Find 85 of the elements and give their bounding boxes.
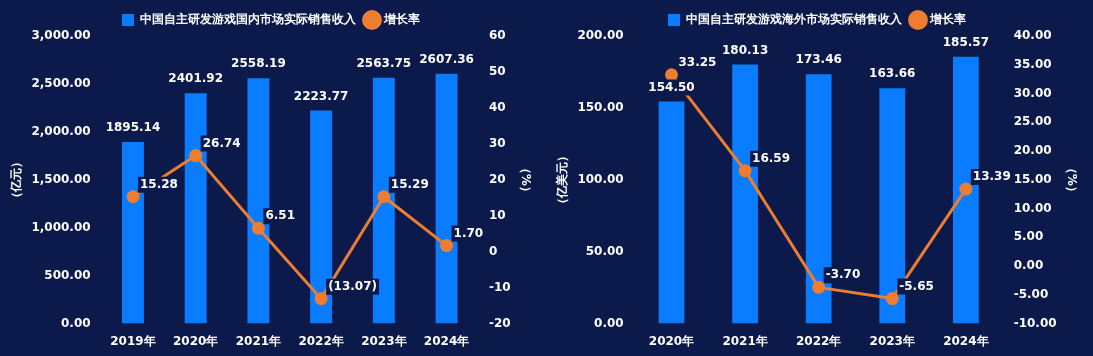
y-tick-label: 100.00	[577, 171, 624, 186]
y-tick-label: 500.00	[44, 267, 91, 282]
y2-axis-title: （%）	[518, 161, 533, 198]
y-tick-label: 200.00	[577, 28, 624, 43]
y2-tick-label: 20.00	[1013, 143, 1052, 158]
point	[440, 239, 454, 253]
y2-tick-label: 40	[488, 100, 506, 115]
point	[377, 190, 391, 204]
data-label: 185.57	[942, 34, 990, 49]
y2-tick-label: 40.00	[1013, 28, 1052, 43]
legend-label: 增长率	[383, 12, 420, 27]
data-label: 15.28	[139, 176, 178, 191]
y2-tick-label: 60	[488, 28, 506, 43]
x-tick-label: 2023年	[869, 333, 915, 348]
y-tick-label: 50.00	[585, 243, 624, 258]
point	[959, 182, 973, 196]
y-tick-label: 3,000.00	[31, 28, 91, 43]
data-label: (13.07)	[328, 278, 378, 293]
x-tick-label: 2023年	[361, 333, 407, 348]
x-tick-label: 2024年	[423, 333, 470, 348]
data-label: 6.51	[265, 208, 296, 223]
point	[812, 280, 826, 294]
y2-tick-label: 0	[488, 243, 498, 258]
bar	[658, 101, 685, 324]
data-label: -5.65	[899, 278, 934, 293]
legend-label: 增长率	[929, 12, 966, 27]
y2-tick-label: 30	[488, 135, 506, 150]
y2-tick-label: 5.00	[1013, 229, 1044, 244]
y2-tick-label: -10	[488, 279, 511, 294]
y2-tick-label: 15.00	[1013, 171, 1052, 186]
data-label: 163.66	[869, 66, 916, 81]
data-label: 2607.36	[419, 51, 474, 66]
x-tick-label: 2020年	[648, 333, 695, 348]
legend-label: 中国自主研发游戏国内市场实际销售收入	[140, 12, 357, 27]
y-tick-label: 150.00	[577, 100, 624, 115]
data-label: 16.59	[752, 150, 791, 165]
data-label: 1895.14	[105, 120, 161, 135]
point	[738, 164, 752, 178]
y2-tick-label: -20	[488, 315, 511, 330]
data-label: 180.13	[721, 42, 769, 57]
y2-tick-label: 0.00	[1013, 258, 1044, 273]
y-tick-label: 0.00	[61, 315, 91, 330]
x-tick-label: 2021年	[235, 333, 282, 348]
y-tick-label: 0.00	[594, 315, 624, 330]
point	[251, 221, 265, 235]
legend-label: 中国自主研发游戏海外市场实际销售收入	[686, 12, 903, 27]
y2-tick-label: -5.00	[1013, 286, 1049, 301]
data-label: 154.50	[648, 79, 695, 94]
x-tick-label: 2022年	[298, 333, 344, 348]
x-tick-label: 2024年	[943, 333, 989, 348]
data-label: 2223.77	[293, 88, 349, 103]
y2-axis-title: （%）	[1064, 161, 1079, 198]
data-label: 2558.19	[231, 56, 286, 71]
y-tick-label: 1,500.00	[31, 171, 91, 186]
data-label: 15.29	[390, 176, 429, 191]
x-tick-label: 2022年	[795, 333, 842, 348]
point	[885, 292, 899, 306]
y2-tick-label: 50	[488, 64, 506, 79]
y-axis-title: （亿元）	[9, 155, 24, 204]
y-tick-label: 2,000.00	[31, 123, 91, 138]
y-tick-label: 1,000.00	[31, 219, 91, 234]
data-label: -3.70	[825, 267, 861, 282]
data-label: 1.70	[453, 225, 484, 240]
data-label: 26.74	[202, 135, 241, 150]
data-label: 13.39	[972, 169, 1011, 184]
data-label: 173.46	[795, 52, 842, 67]
data-label: 33.25	[678, 54, 717, 69]
data-label: 2401.92	[168, 71, 224, 86]
data-label: 2563.75	[356, 55, 412, 70]
y2-tick-label: 10.00	[1013, 200, 1052, 215]
y2-tick-label: 30.00	[1013, 85, 1052, 100]
y2-tick-label: 35.00	[1013, 56, 1052, 71]
y-axis-title: （亿美元）	[555, 149, 570, 210]
point	[665, 68, 678, 82]
point	[189, 149, 203, 163]
y2-tick-label: 10	[488, 207, 506, 222]
x-tick-label: 2020年	[172, 333, 219, 348]
x-tick-label: 2019年	[110, 333, 156, 348]
y-tick-label: 2,500.00	[31, 76, 91, 91]
y2-tick-label: 25.00	[1013, 114, 1052, 129]
y2-tick-label: -10.00	[1013, 315, 1057, 330]
y2-tick-label: 20	[488, 171, 506, 186]
point	[314, 292, 328, 306]
x-tick-label: 2021年	[722, 333, 768, 348]
point	[126, 190, 140, 204]
